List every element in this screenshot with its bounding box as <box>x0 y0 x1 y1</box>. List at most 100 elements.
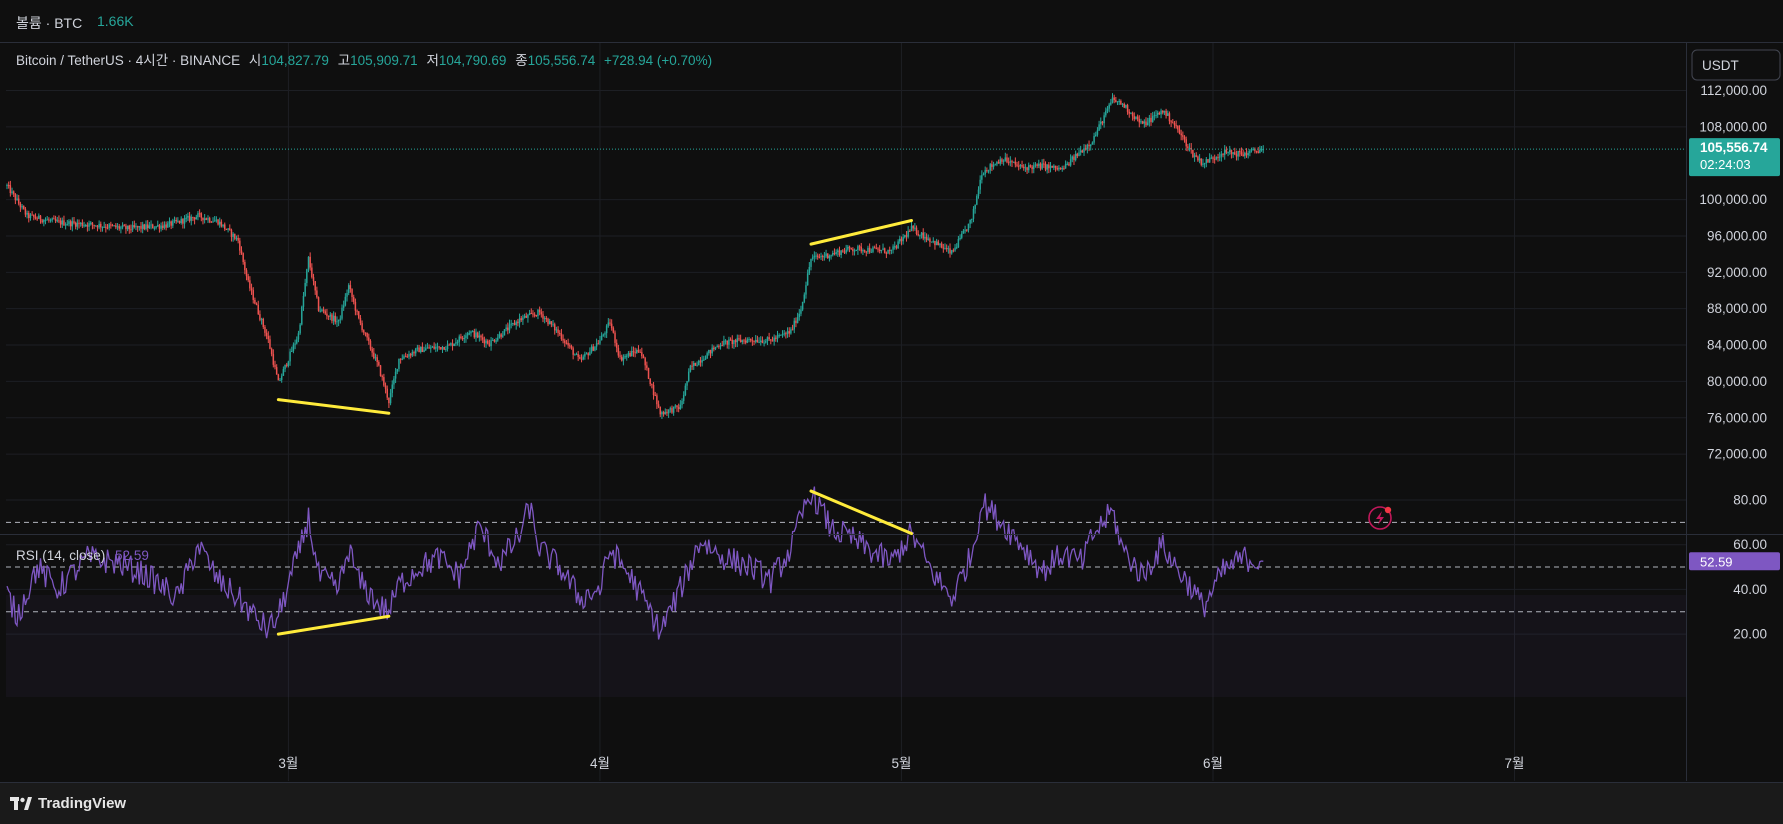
candle-body <box>475 332 477 338</box>
candle-body <box>1068 163 1070 166</box>
candle-body <box>540 312 543 315</box>
candle-body <box>1148 117 1151 123</box>
candle-body <box>182 218 184 224</box>
candle-body <box>976 196 978 205</box>
rsi-trendline[interactable] <box>809 489 913 536</box>
rsi-legend: RSI (14, close) 52.59 <box>16 548 149 563</box>
candle-body <box>162 225 164 228</box>
candle-body <box>992 164 995 167</box>
candle-body <box>778 335 780 337</box>
candle-body <box>997 162 1000 164</box>
candle-body <box>363 330 365 333</box>
candle-body <box>507 327 509 331</box>
candle-body <box>877 248 879 250</box>
candle-body <box>741 340 744 343</box>
candle-body <box>440 347 442 350</box>
candle-body <box>100 223 102 228</box>
candle-body <box>1141 121 1144 124</box>
candle-body <box>1101 121 1104 124</box>
candle-body <box>458 336 460 342</box>
candle-body <box>1135 116 1137 119</box>
tradingview-brand[interactable]: TradingView <box>10 795 126 812</box>
candle-body <box>213 220 216 222</box>
candle-body <box>354 301 357 311</box>
time-axis[interactable]: 3월 4월 5월 6월 7월 <box>278 756 1524 771</box>
candle-body <box>306 269 308 283</box>
price-trendline[interactable] <box>809 219 913 246</box>
candle-body <box>500 334 502 337</box>
candle-body <box>858 246 861 248</box>
candle-body <box>329 314 332 317</box>
candle-body <box>671 408 673 413</box>
candle-body <box>58 220 60 222</box>
candle-body <box>173 220 176 222</box>
candle-body <box>262 318 265 327</box>
candle-body <box>272 354 275 365</box>
candle-body <box>821 256 824 258</box>
candle-body <box>798 313 801 318</box>
candle-body <box>301 306 303 325</box>
price-tick-label: 80,000.00 <box>1707 374 1767 389</box>
candle-body <box>413 352 415 354</box>
candle-body <box>962 230 965 234</box>
candle-body <box>530 313 533 315</box>
trendlines <box>276 219 913 636</box>
candle-body <box>1162 110 1164 113</box>
candle-body <box>1043 163 1045 165</box>
candle-body <box>748 338 750 340</box>
chart-area[interactable]: 72,000.00 76,000.00 80,000.00 84,000.00 88,0… <box>0 43 1783 781</box>
candle-body <box>1259 149 1261 153</box>
candle-body <box>1115 100 1117 102</box>
candle-body <box>431 346 434 348</box>
candle-body <box>123 225 125 227</box>
candle-body <box>1031 166 1033 170</box>
candle-body <box>12 191 15 195</box>
candle-body <box>88 223 90 227</box>
candle-body <box>637 349 640 352</box>
last-price-tag: 105,556.74 02:24:03 <box>1689 138 1780 177</box>
candle-body <box>672 406 675 413</box>
candle-body <box>674 405 677 407</box>
price-axis[interactable]: 72,000.00 76,000.00 80,000.00 84,000.00 88,0… <box>1699 83 1767 462</box>
candle-body <box>212 221 214 223</box>
candle-body <box>11 191 13 194</box>
candle-body <box>860 246 862 252</box>
candle-body <box>428 347 430 349</box>
candle-body <box>949 248 951 254</box>
candle-body <box>560 333 563 340</box>
rsi-trendline[interactable] <box>276 614 391 636</box>
candle-body <box>768 337 770 340</box>
candle-body <box>118 226 120 229</box>
candle-body <box>1207 159 1209 163</box>
currency-button[interactable]: USDT <box>1691 49 1781 81</box>
rsi-tag-value: 52.59 <box>1700 554 1733 569</box>
candle-body <box>466 333 469 336</box>
candle-body <box>935 241 938 246</box>
candle-body <box>116 226 119 228</box>
candle-body <box>188 215 191 221</box>
candle-body <box>676 405 678 408</box>
candle-body <box>746 339 749 343</box>
price-trendline[interactable] <box>276 398 391 415</box>
candle-body <box>302 295 305 307</box>
candle-body <box>900 238 903 242</box>
candle-body <box>1180 133 1182 136</box>
candle-body <box>564 340 566 343</box>
candle-body <box>734 340 737 343</box>
candle-body <box>490 340 492 347</box>
candle-body <box>708 349 710 354</box>
candle-body <box>296 339 298 344</box>
candle-body <box>49 219 52 221</box>
candle-body <box>780 334 782 336</box>
candle-body <box>1240 152 1243 155</box>
candle-body <box>682 395 685 401</box>
candle-body <box>1108 104 1110 109</box>
rsi-axis[interactable]: 80.00 60.00 40.00 20.00 <box>1733 493 1767 642</box>
candle-body <box>865 251 868 253</box>
candle-body <box>120 227 122 229</box>
candle-body <box>41 220 43 223</box>
candle-body <box>604 333 606 335</box>
candle-body <box>492 339 494 341</box>
candle-body <box>843 251 846 253</box>
lightning-alert-icon[interactable] <box>1368 506 1392 530</box>
